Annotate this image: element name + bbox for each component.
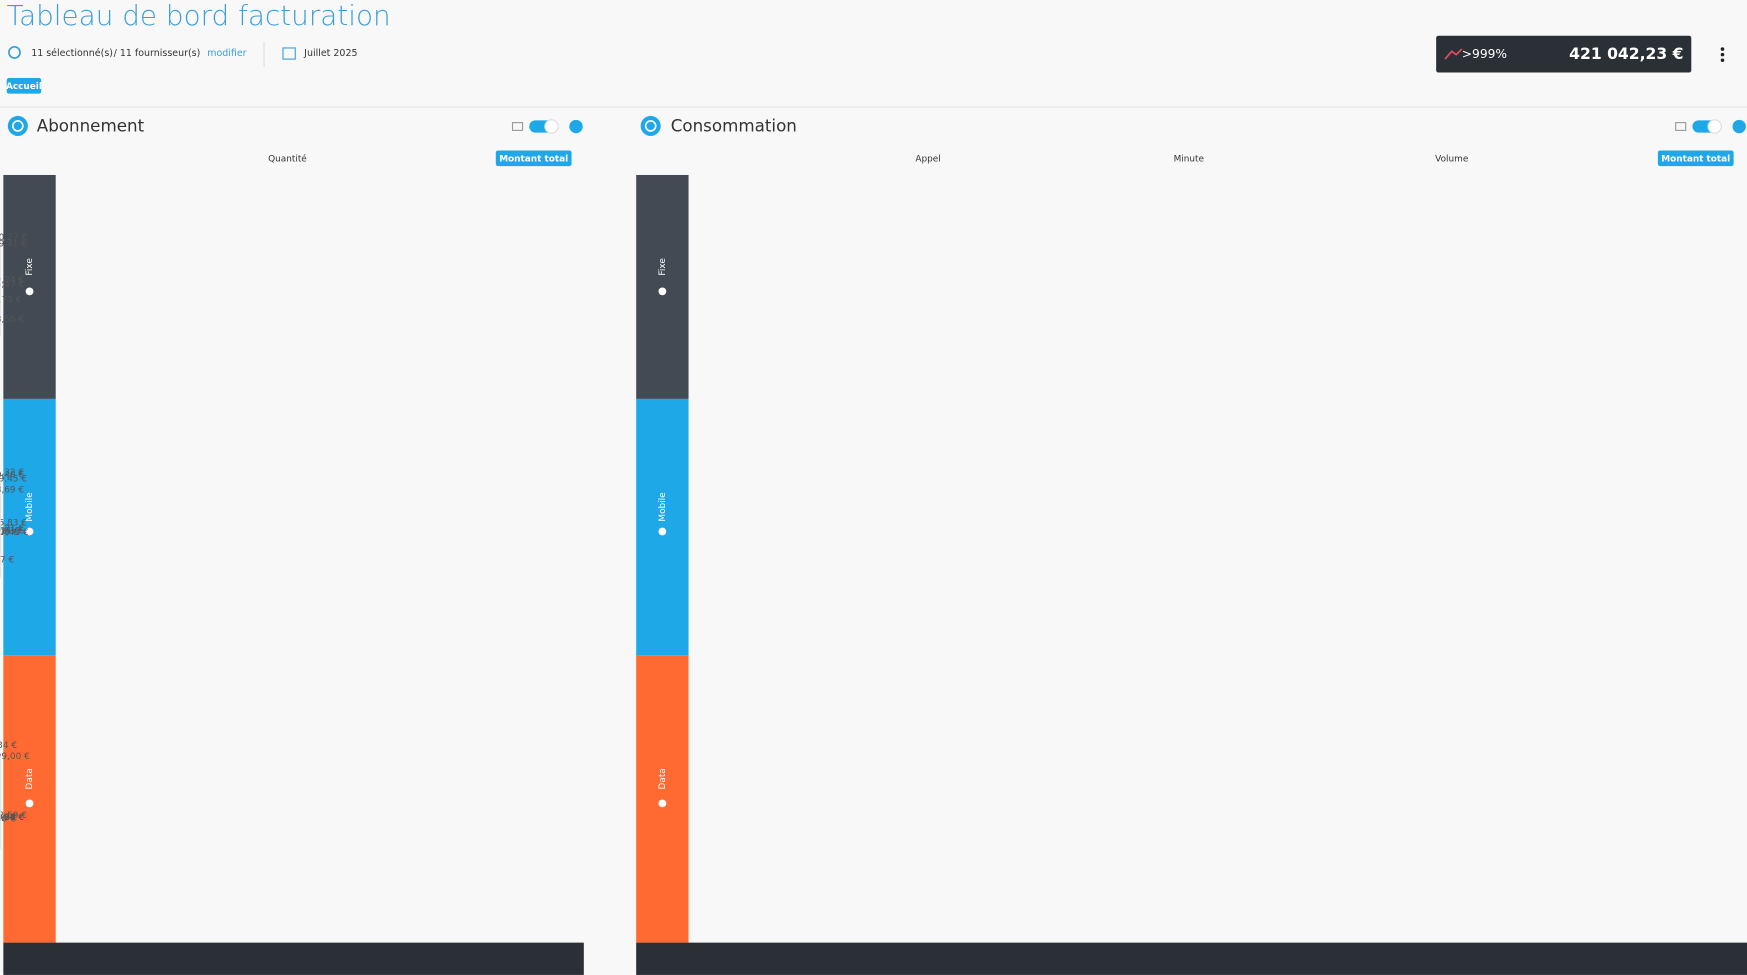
menu-kebab[interactable]	[1720, 47, 1725, 63]
value-label: 1 940,40 €	[0, 470, 24, 480]
row-icon	[25, 287, 34, 296]
value-label: 2 030,51 €	[0, 526, 24, 536]
total-amount: 421 042,23 €	[1569, 45, 1683, 63]
toggle-knob[interactable]	[544, 119, 559, 134]
period[interactable]: Juillet 2025	[303, 48, 357, 59]
home-label[interactable]: Accueil	[6, 82, 42, 92]
panel-icon-inner	[11, 120, 24, 132]
panel-title: Abonnement	[37, 116, 145, 136]
row-icon	[25, 799, 34, 808]
row-icon	[25, 527, 34, 536]
value-label: -113,73 €	[0, 295, 22, 305]
modify-link[interactable]: modifier	[207, 48, 246, 59]
panel-footer	[636, 942, 1747, 975]
value-label: -24 757,43 €	[0, 528, 29, 538]
calendar-icon	[282, 47, 296, 60]
row-icon	[658, 287, 667, 296]
row-label: Fixe	[658, 258, 668, 275]
value-label: 72 089,45 €	[0, 475, 27, 485]
home-badge[interactable]	[6, 78, 42, 94]
row-band	[3, 174, 56, 399]
panel-icon-inner	[644, 120, 657, 132]
row-label: Fixe	[25, 258, 35, 275]
supplier-icon	[8, 46, 21, 59]
value-label: 1,87 €	[0, 555, 14, 565]
value-label: 208 999,00 €	[0, 752, 30, 762]
row-label: Data	[658, 768, 668, 789]
value-label: 1 994,32 €	[0, 468, 24, 478]
page-title: Tableau de bord facturation	[7, 0, 391, 32]
value-label: 59,34 €	[0, 741, 17, 751]
tab-label[interactable]: Montant total	[1661, 154, 1730, 164]
pie-icon[interactable]	[569, 119, 583, 134]
value-label: 5 377,34 €	[0, 813, 24, 823]
row-band	[636, 174, 689, 399]
row-label: Mobile	[658, 492, 668, 521]
pie-icon[interactable]	[1732, 119, 1746, 134]
trend-icon	[1444, 48, 1463, 60]
tab-active[interactable]	[1657, 150, 1734, 167]
value-label: 13 085,83 €	[0, 518, 27, 528]
value-label: 1 603,69 €	[0, 485, 24, 495]
kpi-box	[1436, 35, 1692, 73]
row-band	[3, 398, 56, 656]
row-icon	[658, 527, 667, 536]
value-label: 3 700,00 €	[0, 813, 24, 823]
row-band	[3, 655, 56, 943]
value-label: 4 450,24 €	[0, 275, 24, 285]
value-label: 5 470,21 €	[0, 524, 24, 534]
selection-count: 11 sélectionné(s)	[31, 48, 113, 59]
tab-label[interactable]: Minute	[1174, 154, 1204, 164]
supplier-count: / 11 fournisseur(s)	[114, 48, 201, 59]
tab-active[interactable]	[495, 150, 572, 167]
list-icon[interactable]	[511, 122, 524, 131]
list-icon[interactable]	[1675, 122, 1687, 131]
row-band	[636, 398, 689, 656]
panel-icon	[7, 115, 28, 136]
panel-icon	[640, 115, 661, 136]
tab-label[interactable]: Volume	[1435, 154, 1468, 164]
value-label: 3 426,47 €	[0, 280, 24, 290]
value-label: 459,14 €	[0, 526, 20, 536]
tab-label[interactable]: Appel	[915, 154, 940, 164]
toggle-knob[interactable]	[1707, 119, 1722, 134]
panel-title: Consommation	[671, 116, 797, 136]
value-label: 2 184,00 €	[0, 813, 24, 823]
value-label: 10 792,59 €	[0, 811, 27, 821]
row-label: Data	[25, 768, 35, 789]
value-label: 3 083,56 €	[0, 315, 24, 325]
row-label: Mobile	[25, 492, 35, 521]
value-label: 88 069,41 €	[0, 240, 27, 250]
row-icon	[658, 799, 667, 808]
value-label: -72,00 €	[0, 528, 19, 538]
panel-footer	[3, 942, 584, 975]
trend-value: >999%	[1462, 47, 1507, 61]
value-label: 20,00 €	[0, 813, 17, 823]
tab-label[interactable]: Quantité	[268, 153, 307, 164]
value-label: 3 149,38 €	[0, 813, 24, 823]
value-label: -1,60 €	[0, 814, 16, 824]
tab-label[interactable]: Montant total	[499, 154, 568, 164]
value-label: 14 000,27 €	[0, 233, 27, 243]
row-band	[636, 655, 689, 943]
